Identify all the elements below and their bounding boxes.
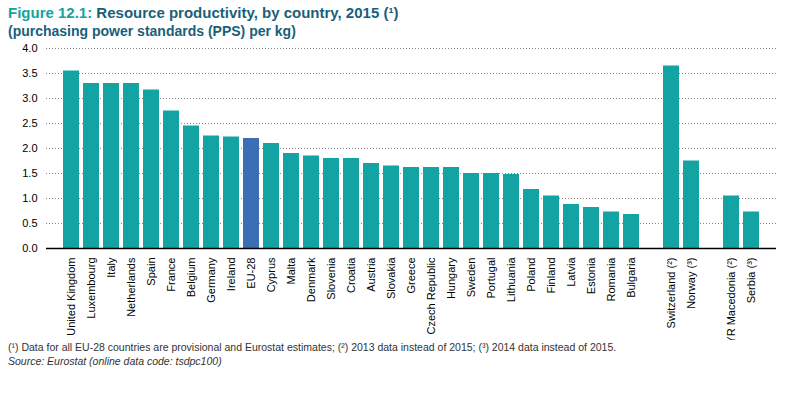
svg-text:Croatia: Croatia [345,257,357,293]
html-text:(¹) Data for all EU-28 countri: (¹) Data for all EU-28 countries are pro… [8,341,617,353]
svg-text:EU-28: EU-28 [245,258,257,289]
svg-text:Austria: Austria [365,257,377,292]
svg-text:Slovenia: Slovenia [325,257,337,300]
svg-text:3.0: 3.0 [22,92,37,104]
svg-text:Bulgaria: Bulgaria [625,257,637,298]
svg-text:Estonia: Estonia [585,257,597,295]
svg-text:Switzerland (²): Switzerland (²) [665,258,677,329]
svg-text:2.5: 2.5 [22,117,37,129]
svg-text:Czech Republic: Czech Republic [425,257,437,335]
svg-text:Slovakia: Slovakia [385,257,397,299]
svg-text:Finland: Finland [545,258,557,294]
svg-text:Ireland: Ireland [225,258,237,292]
svg-text:United Kingdom: United Kingdom [65,258,77,336]
svg-text:Netherlands: Netherlands [125,257,137,317]
svg-text:2.0: 2.0 [22,142,37,154]
html-text:Source: Eurostat (online data: Source: Eurostat (online data code: tsdp… [8,355,222,367]
svg-text:Hungary: Hungary [445,257,457,299]
svg-text:0.0: 0.0 [22,242,37,254]
svg-text:4.0: 4.0 [22,42,37,54]
svg-text:Romania: Romania [605,257,617,302]
svg-text:Lithuania: Lithuania [505,257,517,303]
svg-text:Germany: Germany [205,257,217,303]
svg-text:Poland: Poland [525,258,537,292]
svg-text:Portugal: Portugal [485,258,497,299]
svg-text:0.5: 0.5 [22,217,37,229]
svg-text:France: France [165,258,177,292]
svg-text:Malta: Malta [285,257,297,285]
svg-text:Belgium: Belgium [185,258,197,298]
svg-text:Cyprus: Cyprus [265,257,277,292]
html-text:(purchasing power standards (P: (purchasing power standards (PPS) per kg… [8,23,296,39]
svg-text:Serbia (³): Serbia (³) [745,258,757,304]
svg-text:Luxembourg: Luxembourg [85,258,97,319]
html-text:Figure 12.1: Resource producti: Figure 12.1: Resource productivity, by c… [8,4,399,21]
svg-text:3.5: 3.5 [22,67,37,79]
svg-text:Spain: Spain [145,258,157,286]
svg-text:Sweden: Sweden [465,258,477,298]
svg-text:Italy: Italy [105,257,117,278]
svg-text:Denmark: Denmark [305,257,317,302]
svg-text:FYR Macedonia (²): FYR Macedonia (²) [725,258,737,341]
svg-text:Greece: Greece [405,258,417,294]
svg-text:1.0: 1.0 [22,192,37,204]
svg-text:1.5: 1.5 [22,167,37,179]
svg-text:Latvia: Latvia [565,257,577,287]
svg-text:Norway (³): Norway (³) [685,258,697,309]
